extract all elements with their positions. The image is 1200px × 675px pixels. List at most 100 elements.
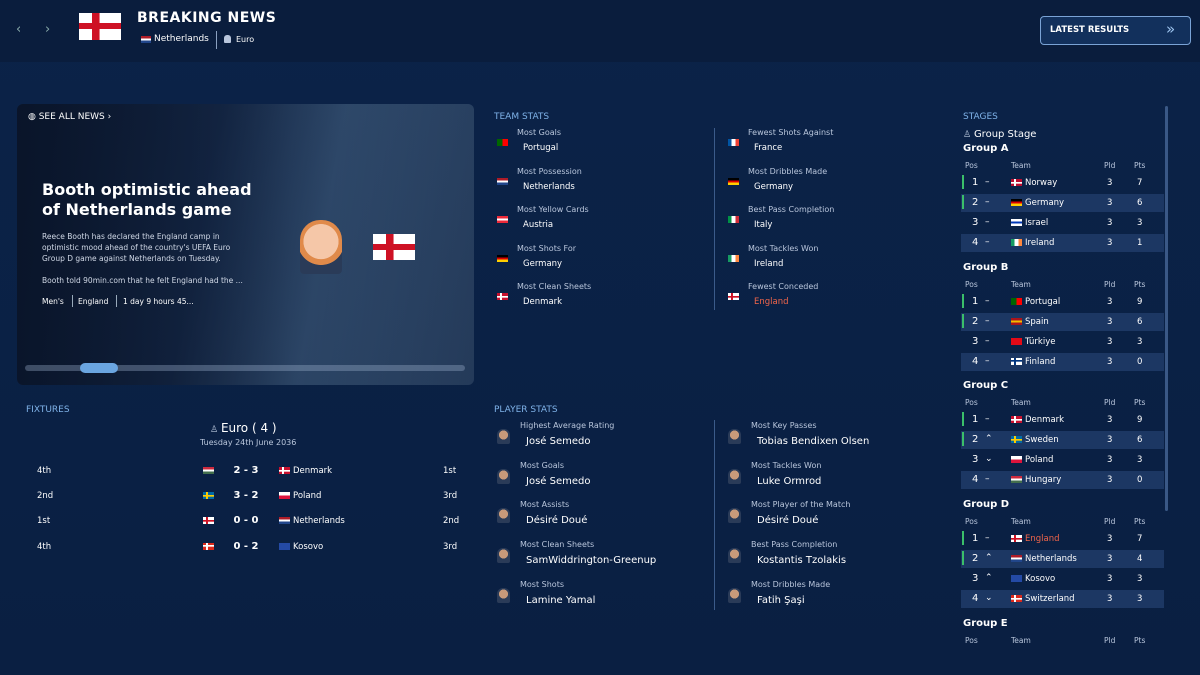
played: 3 xyxy=(1107,316,1113,327)
stat-player: José Semedo xyxy=(526,436,591,447)
away-position: 1st xyxy=(443,466,457,476)
table-row xyxy=(961,214,1164,232)
played: 3 xyxy=(1107,554,1113,565)
stat-label: Fewest Conceded xyxy=(748,282,819,291)
team: Kosovo xyxy=(1025,574,1056,585)
link-chevron: › xyxy=(104,112,112,122)
played: 3 xyxy=(1107,336,1113,347)
news-link-text[interactable]: SEE ALL NEWS xyxy=(38,112,105,122)
team: Switzerland xyxy=(1025,594,1075,605)
position: 4 xyxy=(972,355,979,367)
played: 3 xyxy=(1107,435,1113,446)
position: 4 xyxy=(972,237,979,248)
points: 4 xyxy=(1137,554,1143,565)
flag xyxy=(497,293,508,300)
stat-label: Most Tackles Won xyxy=(748,243,819,253)
flag xyxy=(279,492,290,500)
points: 9 xyxy=(1137,415,1143,426)
flag xyxy=(1011,456,1022,464)
stat-label: Most Assists xyxy=(520,500,570,510)
position: 2 xyxy=(972,553,979,565)
position: 4 xyxy=(972,593,979,605)
team: Denmark xyxy=(1025,415,1065,426)
stat-player: SamWiddrington-Greenup xyxy=(526,555,657,567)
button-chevron: » xyxy=(1166,20,1176,38)
points: 3 xyxy=(1137,455,1143,466)
team: England xyxy=(1025,534,1060,545)
column-header: Team xyxy=(1011,161,1031,170)
group-name: Group A xyxy=(963,143,1009,154)
carousel-active[interactable] xyxy=(80,363,118,373)
flag xyxy=(1011,219,1022,226)
news-link[interactable]: ◍ SEE ALL NEWS › xyxy=(28,112,111,122)
stat-player: Lamine Yamal xyxy=(526,594,596,606)
played: 3 xyxy=(1107,218,1113,228)
flag xyxy=(203,467,214,474)
stat-team: Germany xyxy=(523,258,563,269)
played: 3 xyxy=(1107,594,1113,605)
team: Norway xyxy=(1025,178,1058,188)
flag xyxy=(497,216,508,223)
team: Finland xyxy=(1025,356,1056,367)
points: 0 xyxy=(1137,356,1143,367)
home-position: 1st xyxy=(37,516,51,527)
carousel-track xyxy=(25,365,465,371)
table-row xyxy=(961,312,1164,331)
scrollbar[interactable] xyxy=(1165,106,1168,511)
team: Portugal xyxy=(1025,296,1061,307)
stat-team: France xyxy=(754,143,783,153)
button-label: LATEST RESULTS xyxy=(1050,25,1130,35)
table-row xyxy=(961,590,1164,609)
stat-label: Best Pass Completion xyxy=(748,205,835,214)
news-tag: 1 day 9 hours 45... xyxy=(123,297,194,306)
flag xyxy=(1011,179,1022,186)
score: 0 - 0 xyxy=(233,515,259,527)
news-body: Reece Booth has declared the England cam… xyxy=(42,232,231,263)
column-header: Pos xyxy=(965,161,978,170)
points: 3 xyxy=(1137,594,1143,605)
team: Spain xyxy=(1025,316,1049,327)
qualify-bar xyxy=(962,293,964,308)
stat-label: Most Dribbles Made xyxy=(751,579,831,589)
header-country: Netherlands xyxy=(154,34,209,44)
stat-player: Tobias Bendixen Olsen xyxy=(757,436,870,447)
column-header: Pld xyxy=(1104,161,1116,170)
team: Poland xyxy=(1025,455,1054,466)
table-row xyxy=(961,234,1164,252)
latest-results-button[interactable]: LATEST RESULTS » xyxy=(1040,16,1191,45)
tag-divider xyxy=(116,295,117,307)
qualify-bar xyxy=(962,313,964,328)
flag xyxy=(1011,595,1022,603)
column-header: Pts xyxy=(1134,279,1146,289)
stat-label: Most Player of the Match xyxy=(751,500,851,510)
stat-label: Highest Average Rating xyxy=(520,421,615,430)
stat-label: Most Shots For xyxy=(517,243,577,253)
nav-back[interactable]: ‹ xyxy=(16,22,22,37)
position: 2 xyxy=(972,434,979,446)
group-name: Group B xyxy=(963,261,1009,273)
position: 2 xyxy=(972,315,979,327)
stat-player: Luke Ormrod xyxy=(757,475,822,487)
away-position: 3rd xyxy=(443,491,458,502)
qualify-bar xyxy=(962,412,964,427)
away-team: Poland xyxy=(293,491,322,502)
nav-forward[interactable]: › xyxy=(45,22,51,37)
flag xyxy=(279,467,290,474)
news-card[interactable]: ◍ SEE ALL NEWS › Booth optimistic ahead … xyxy=(17,104,474,385)
movement: – xyxy=(985,315,990,326)
stat-label: Most Goals xyxy=(517,128,562,137)
group-name: Group C xyxy=(963,380,1009,392)
position: 3 xyxy=(972,217,979,228)
score: 2 - 3 xyxy=(233,465,259,476)
fixtures-competition: Euro xyxy=(220,421,249,435)
news-body: Booth told 90min.com that he felt Englan… xyxy=(42,276,243,285)
played: 3 xyxy=(1107,534,1113,545)
top-bar xyxy=(0,0,1200,62)
away-position: 3rd xyxy=(443,541,458,552)
flag xyxy=(1011,317,1022,325)
column-header: Team xyxy=(1011,398,1031,408)
stat-team: Italy xyxy=(754,220,773,230)
stat-team: Portugal xyxy=(523,143,559,153)
competition-icon xyxy=(224,35,231,43)
